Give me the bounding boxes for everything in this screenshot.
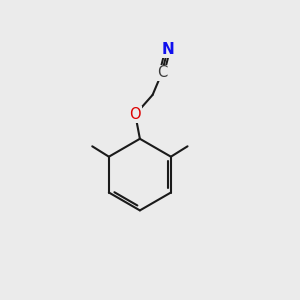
Text: C: C: [157, 65, 167, 80]
Text: N: N: [161, 42, 174, 57]
Text: O: O: [130, 107, 141, 122]
